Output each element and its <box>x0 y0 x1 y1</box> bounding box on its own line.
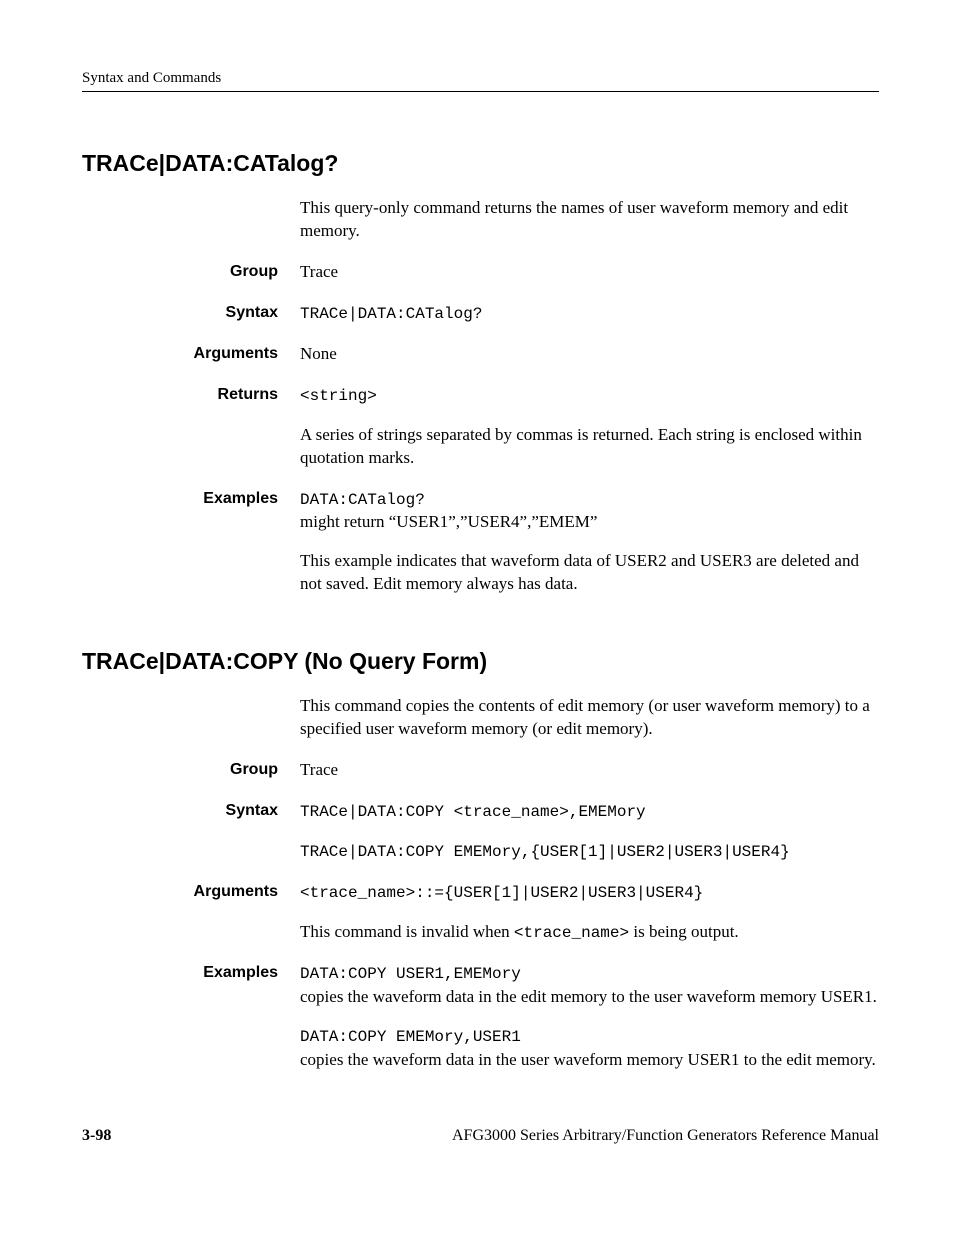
syntax-code: TRACe|DATA:CATalog? <box>300 305 482 323</box>
group-label: Group <box>82 759 300 782</box>
chapter-title: Syntax and Commands <box>82 70 879 87</box>
arguments-description: This command is invalid when <trace_name… <box>300 921 879 945</box>
row-label-empty <box>82 695 300 741</box>
document-page: Syntax and Commands TRACe|DATA:CATalog? … <box>0 0 954 1195</box>
example-description: This example indicates that waveform dat… <box>300 550 879 596</box>
returns-description: A series of strings separated by commas … <box>300 424 879 470</box>
page-footer: 3-98 AFG3000 Series Arbitrary/Function G… <box>82 1127 879 1145</box>
example-code: DATA:COPY EMEMory,USER1 <box>300 1028 521 1046</box>
syntax-label: Syntax <box>82 800 300 863</box>
row-label-empty <box>82 197 300 243</box>
arguments-code: <trace_name>::={USER[1]|USER2|USER3|USER… <box>300 884 703 902</box>
syntax-code: TRACe|DATA:COPY EMEMory,{USER[1]|USER2|U… <box>300 843 790 861</box>
section-intro: This command copies the contents of edit… <box>300 695 879 741</box>
group-label: Group <box>82 261 300 284</box>
header-rule <box>82 91 879 92</box>
group-value: Trace <box>300 261 879 284</box>
example-block: DATA:CATalog? might return “USER1”,”USER4… <box>300 488 879 535</box>
example-block: DATA:COPY USER1,EMEMory copies the wavefo… <box>300 962 879 1009</box>
returns-code: <string> <box>300 387 377 405</box>
page-number: 3-98 <box>82 1127 111 1145</box>
examples-label: Examples <box>82 488 300 596</box>
section-heading: TRACe|DATA:CATalog? <box>82 150 879 177</box>
section-heading: TRACe|DATA:COPY (No Query Form) <box>82 648 879 675</box>
returns-label: Returns <box>82 384 300 469</box>
syntax-code: TRACe|DATA:COPY <trace_name>,EMEMory <box>300 803 646 821</box>
example-code: DATA:CATalog? <box>300 491 425 509</box>
group-value: Trace <box>300 759 879 782</box>
arguments-label: Arguments <box>82 881 300 944</box>
manual-title: AFG3000 Series Arbitrary/Function Genera… <box>452 1127 879 1145</box>
syntax-label: Syntax <box>82 302 300 326</box>
example-result: might return “USER1”,”USER4”,”EMEM” <box>300 512 597 531</box>
example-block: DATA:COPY EMEMory,USER1 copies the wavefo… <box>300 1025 879 1072</box>
example-description: copies the waveform data in the edit mem… <box>300 987 877 1006</box>
example-code: DATA:COPY USER1,EMEMory <box>300 965 521 983</box>
arguments-label: Arguments <box>82 343 300 366</box>
section-intro: This query-only command returns the name… <box>300 197 879 243</box>
arguments-value: None <box>300 343 879 366</box>
example-description: copies the waveform data in the user wav… <box>300 1050 876 1069</box>
examples-label: Examples <box>82 962 300 1071</box>
